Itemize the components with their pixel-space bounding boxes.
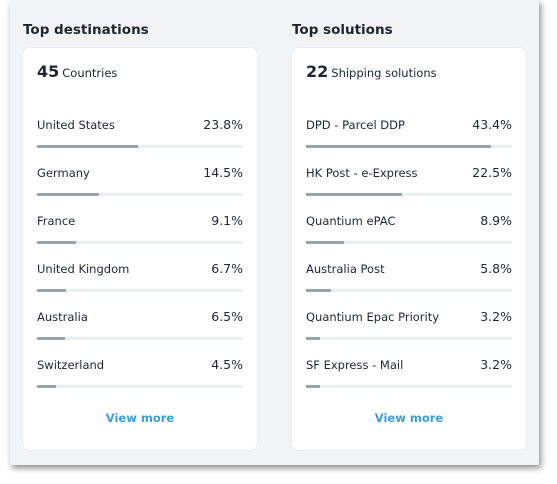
progress-track [306,385,512,388]
list-item: HK Post - e-Express 22.5% [306,165,512,206]
list-item: Germany 14.5% [37,165,243,206]
progress-track [306,193,512,196]
list-item: DPD - Parcel DDP 43.4% [306,117,512,158]
progress-track [37,385,243,388]
row-value: 6.5% [211,309,243,324]
row-value: 14.5% [203,165,243,180]
row-value: 9.1% [211,213,243,228]
progress-bar [306,193,402,196]
progress-track [37,193,243,196]
row-label: SF Express - Mail [306,358,404,372]
row-label: Quantium ePAC [306,214,396,228]
destinations-unit: Countries [62,66,118,80]
row-label: United Kingdom [37,262,130,276]
row-label: DPD - Parcel DDP [306,118,405,132]
panel-title: Top destinations [23,22,149,38]
row-label: France [37,214,76,228]
progress-bar [306,337,320,340]
row-value: 6.7% [211,261,243,276]
view-more-solutions-link[interactable]: View more [374,411,444,425]
row-value: 43.4% [472,117,512,132]
row-label: Quantium Epac Priority [306,310,440,324]
progress-bar [306,145,491,148]
row-label: Germany [37,166,90,180]
list-item: United Kingdom 6.7% [37,261,243,302]
progress-track [306,145,512,148]
progress-bar [306,289,331,292]
list-item: Switzerland 4.5% [37,357,243,398]
destinations-count: 45 [37,62,60,81]
progress-bar [37,289,66,292]
row-value: 8.9% [480,213,512,228]
progress-track [306,337,512,340]
row-label: Australia [37,310,88,324]
progress-track [306,289,512,292]
solutions-unit: Shipping solutions [331,66,437,80]
solutions-summary: 22 Shipping solutions [306,62,437,81]
destinations-card: 45 Countries United States 23.8% Germany … [23,48,257,450]
row-value: 3.2% [480,309,512,324]
list-item: Australia 6.5% [37,309,243,350]
row-value: 23.8% [203,117,243,132]
progress-bar [37,385,56,388]
progress-bar [37,193,99,196]
progress-bar [306,241,344,244]
dashboard-window: Top destinations 45 Countries United Stat… [10,0,539,465]
row-value: 4.5% [211,357,243,372]
list-item: United States 23.8% [37,117,243,158]
progress-track [37,145,243,148]
solutions-card: 22 Shipping solutions DPD - Parcel DDP 43… [292,48,526,450]
solutions-count: 22 [306,62,329,81]
row-label: United States [37,118,115,132]
progress-bar [37,145,138,148]
list-item: France 9.1% [37,213,243,254]
progress-bar [37,337,65,340]
row-value: 3.2% [480,357,512,372]
row-label: HK Post - e-Express [306,166,418,180]
progress-bar [306,385,320,388]
panel-title: Top solutions [292,22,393,38]
progress-bar [37,241,76,244]
destinations-summary: 45 Countries [37,62,117,81]
row-value: 5.8% [480,261,512,276]
view-more-destinations-link[interactable]: View more [105,411,175,425]
row-value: 22.5% [472,165,512,180]
list-item: Quantium Epac Priority 3.2% [306,309,512,350]
list-item: Quantium ePAC 8.9% [306,213,512,254]
progress-track [306,241,512,244]
list-item: Australia Post 5.8% [306,261,512,302]
list-item: SF Express - Mail 3.2% [306,357,512,398]
row-label: Australia Post [306,262,385,276]
row-label: Switzerland [37,358,105,372]
progress-track [37,241,243,244]
progress-track [37,337,243,340]
progress-track [37,289,243,292]
